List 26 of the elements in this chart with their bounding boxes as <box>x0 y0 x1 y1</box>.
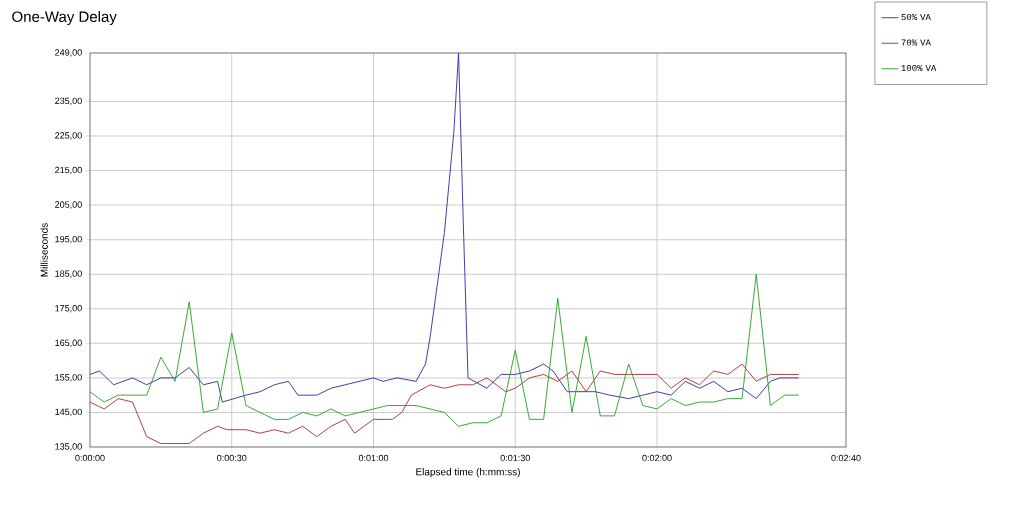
y-tick-label: 215,00 <box>55 166 82 175</box>
x-tick-label: 0:02:00 <box>642 454 672 462</box>
y-tick-label: 165,00 <box>55 339 82 348</box>
line-series <box>90 273 800 427</box>
x-tick-label: 0:00:00 <box>75 454 105 462</box>
y-tick-label: 205,00 <box>55 201 82 209</box>
y-tick-label: 155,00 <box>55 374 82 382</box>
legend-label: 50% VA <box>901 13 931 21</box>
x-tick-label: 0:01:30 <box>500 454 530 462</box>
y-tick-label: 235,00 <box>55 97 82 106</box>
y-tick-label: 185,00 <box>55 270 82 278</box>
x-axis-title: Elapsed time (h:mm:ss) <box>416 468 520 478</box>
y-tick-label: 195,00 <box>55 235 82 244</box>
y-tick-label: 135,00 <box>55 443 82 451</box>
legend-label: 70% VA <box>901 39 931 46</box>
chart-title: One-Way Delay <box>12 11 117 25</box>
y-tick-label: 225,00 <box>55 132 82 140</box>
x-tick-label: 0:00:30 <box>217 454 247 462</box>
legend-label: 100% VA <box>901 65 937 72</box>
line-series <box>90 363 800 444</box>
y-tick-label: 249,00 <box>55 49 82 57</box>
y-axis-title: Milliseconds <box>40 223 48 277</box>
x-tick-label: 0:02:40 <box>831 454 861 462</box>
y-tick-label: 175,00 <box>55 305 82 313</box>
y-tick-label: 145,00 <box>55 408 82 417</box>
x-tick-label: 0:01:00 <box>358 454 389 462</box>
